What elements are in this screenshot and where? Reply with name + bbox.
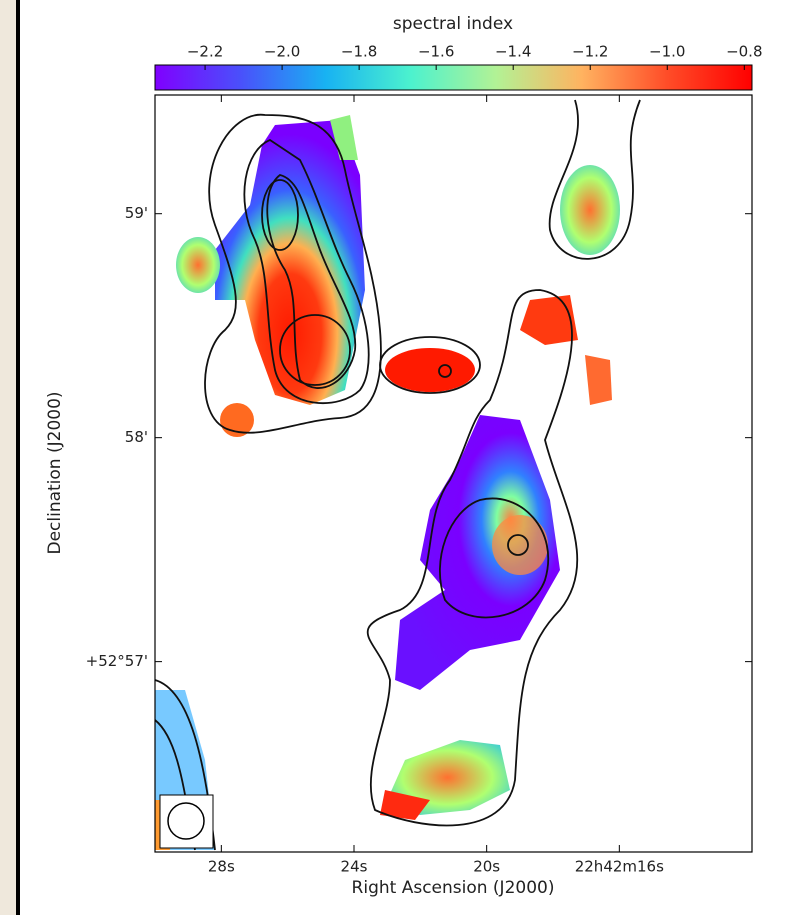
colorbar-tick-label: −1.2: [572, 43, 608, 61]
contours: [154, 99, 641, 851]
colorbar-tick-label: −0.8: [726, 43, 762, 61]
y-axis-label: Declination (J2000): [45, 391, 65, 554]
colorbar-tick-label: −1.0: [649, 43, 685, 61]
colorbar-label: spectral index: [393, 14, 513, 34]
y-tick-label: +52°57': [86, 652, 148, 670]
y-tick-label: 58': [125, 428, 148, 446]
colorbar-tick-label: −2.2: [187, 43, 223, 61]
y-tick-label: 59': [125, 204, 148, 222]
colorbar-tick-label: −1.6: [418, 43, 454, 61]
x-tick-label: 20s: [473, 858, 500, 876]
colorbar-tick-label: −2.0: [264, 43, 300, 61]
colorbar-tick-label: −1.4: [495, 43, 531, 61]
x-tick-label: 24s: [341, 858, 368, 876]
colorbar-tick-label: −1.8: [341, 43, 377, 61]
spectral-map: [155, 115, 620, 850]
beam: [167, 802, 205, 840]
x-tick-label: 22h42m16s: [575, 858, 664, 876]
colorbar: [154, 64, 753, 91]
plot-frame: [154, 94, 753, 853]
x-tick-label: 28s: [208, 858, 235, 876]
x-axis-label: Right Ascension (J2000): [352, 878, 555, 898]
